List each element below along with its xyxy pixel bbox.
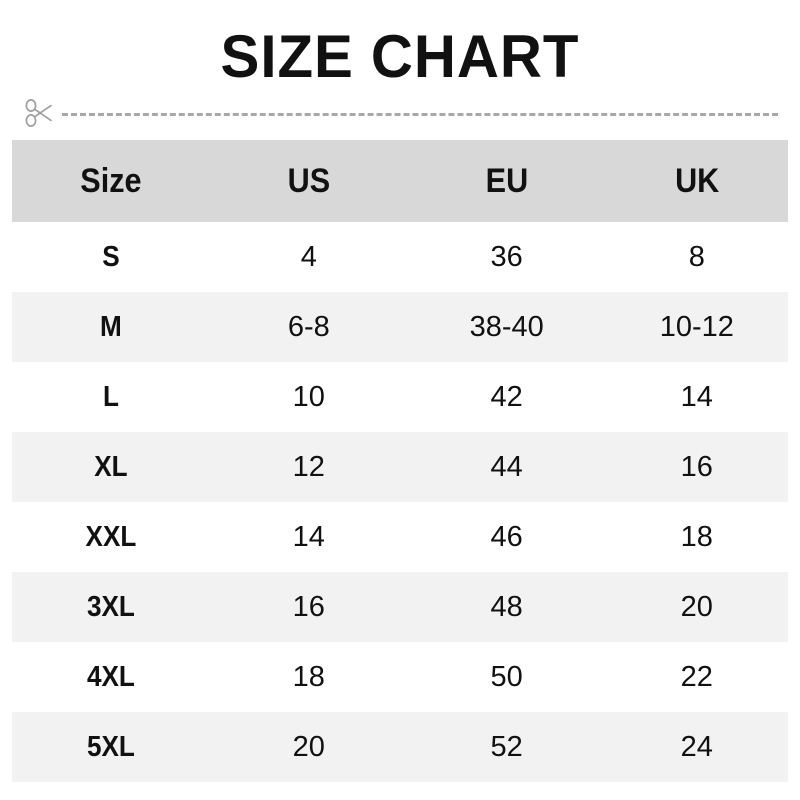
- cell-us: 10: [292, 380, 325, 413]
- cell-uk: 8: [688, 240, 705, 273]
- table-row: 4XL 18 50 22: [12, 642, 788, 712]
- cell-us: 14: [292, 520, 325, 553]
- size-table-container: Size US EU UK S 4 36 8 M 6-8 38-40 10-12: [12, 140, 788, 782]
- cell-uk: 16: [680, 450, 713, 483]
- cell-size: 5XL: [87, 730, 135, 763]
- cell-size: XL: [94, 450, 128, 483]
- cell-us: 16: [292, 590, 325, 623]
- cell-eu: 50: [490, 660, 523, 693]
- scissors-icon: [25, 99, 52, 127]
- cell-size: M: [100, 310, 122, 343]
- cell-size: 3XL: [87, 590, 135, 623]
- dashed-cut-line: [62, 113, 778, 116]
- cell-size: 4XL: [87, 660, 135, 693]
- cell-size: XXL: [85, 520, 137, 553]
- cell-uk: 10-12: [659, 310, 734, 343]
- cell-eu: 42: [490, 380, 523, 413]
- cut-here-divider: [0, 94, 800, 132]
- cell-uk: 24: [680, 730, 713, 763]
- cell-uk: 20: [680, 590, 713, 623]
- cell-eu: 44: [490, 450, 523, 483]
- table-row: L 10 42 14: [12, 362, 788, 432]
- cell-size: L: [102, 380, 119, 413]
- table-row: S 4 36 8: [12, 222, 788, 292]
- cell-uk: 22: [680, 660, 713, 693]
- cell-uk: 14: [680, 380, 713, 413]
- table-row: XL 12 44 16: [12, 432, 788, 502]
- cell-us: 6-8: [287, 310, 330, 343]
- page-title: SIZE CHART: [220, 23, 580, 90]
- column-header-size: Size: [80, 161, 142, 200]
- cell-eu: 38-40: [469, 310, 544, 343]
- cell-uk: 18: [680, 520, 713, 553]
- column-header-eu: EU: [485, 161, 528, 200]
- table-row: M 6-8 38-40 10-12: [12, 292, 788, 362]
- size-table: Size US EU UK S 4 36 8 M 6-8 38-40 10-12: [12, 140, 788, 782]
- column-header-uk: UK: [674, 161, 719, 200]
- size-table-header: Size US EU UK: [12, 140, 788, 222]
- cell-us: 20: [292, 730, 325, 763]
- cell-eu: 52: [490, 730, 523, 763]
- column-header-us: US: [287, 161, 331, 200]
- table-row: 5XL 20 52 24: [12, 712, 788, 782]
- cell-us: 18: [292, 660, 325, 693]
- cell-us: 4: [300, 240, 317, 273]
- cell-size: S: [102, 240, 120, 273]
- table-row: XXL 14 46 18: [12, 502, 788, 572]
- table-row: 3XL 16 48 20: [12, 572, 788, 642]
- cell-us: 12: [292, 450, 325, 483]
- cell-eu: 36: [490, 240, 523, 273]
- table-header-row: Size US EU UK: [12, 140, 788, 222]
- cell-eu: 48: [490, 590, 523, 623]
- size-table-body: S 4 36 8 M 6-8 38-40 10-12 L 10 42 14: [12, 222, 788, 782]
- cell-eu: 46: [490, 520, 523, 553]
